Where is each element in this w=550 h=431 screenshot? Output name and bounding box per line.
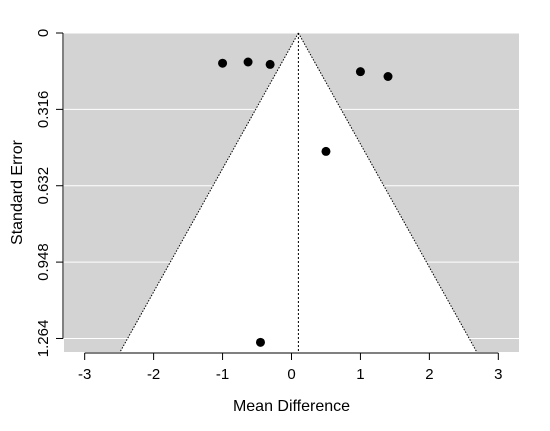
y-tick-label: 0.948 [35,243,52,281]
data-point [218,58,228,68]
y-axis-title: Standard Error [9,139,26,245]
y-tick-label: 0.316 [35,91,52,129]
x-tick-label: -3 [78,366,91,383]
x-tick-label: 1 [356,366,364,383]
x-tick-label: 2 [425,366,433,383]
funnel-left-limit [119,32,299,353]
data-point [321,146,331,156]
y-tick-label: 0 [35,29,52,37]
y-tick-label: 0.632 [35,167,52,205]
data-point [255,337,265,347]
y-axis: 0 0.316 0.632 0.948 1.264 [35,29,64,358]
x-tick-label: -1 [216,366,229,383]
y-tick-label: 1.264 [35,320,52,358]
data-point [265,59,275,69]
funnel-region [120,33,477,352]
data-point [383,72,393,81]
x-tick-label: 3 [494,366,502,383]
x-tick-label: -2 [147,366,160,383]
data-point [355,67,365,77]
funnel-right-limit [297,32,478,353]
data-point [243,57,253,67]
x-axis-title: Mean Difference [233,398,350,415]
plot-area [64,32,519,353]
data-points [218,57,393,347]
x-axis: -3 -2 -1 0 1 2 3 [78,352,502,383]
x-tick-label: 0 [287,366,295,383]
